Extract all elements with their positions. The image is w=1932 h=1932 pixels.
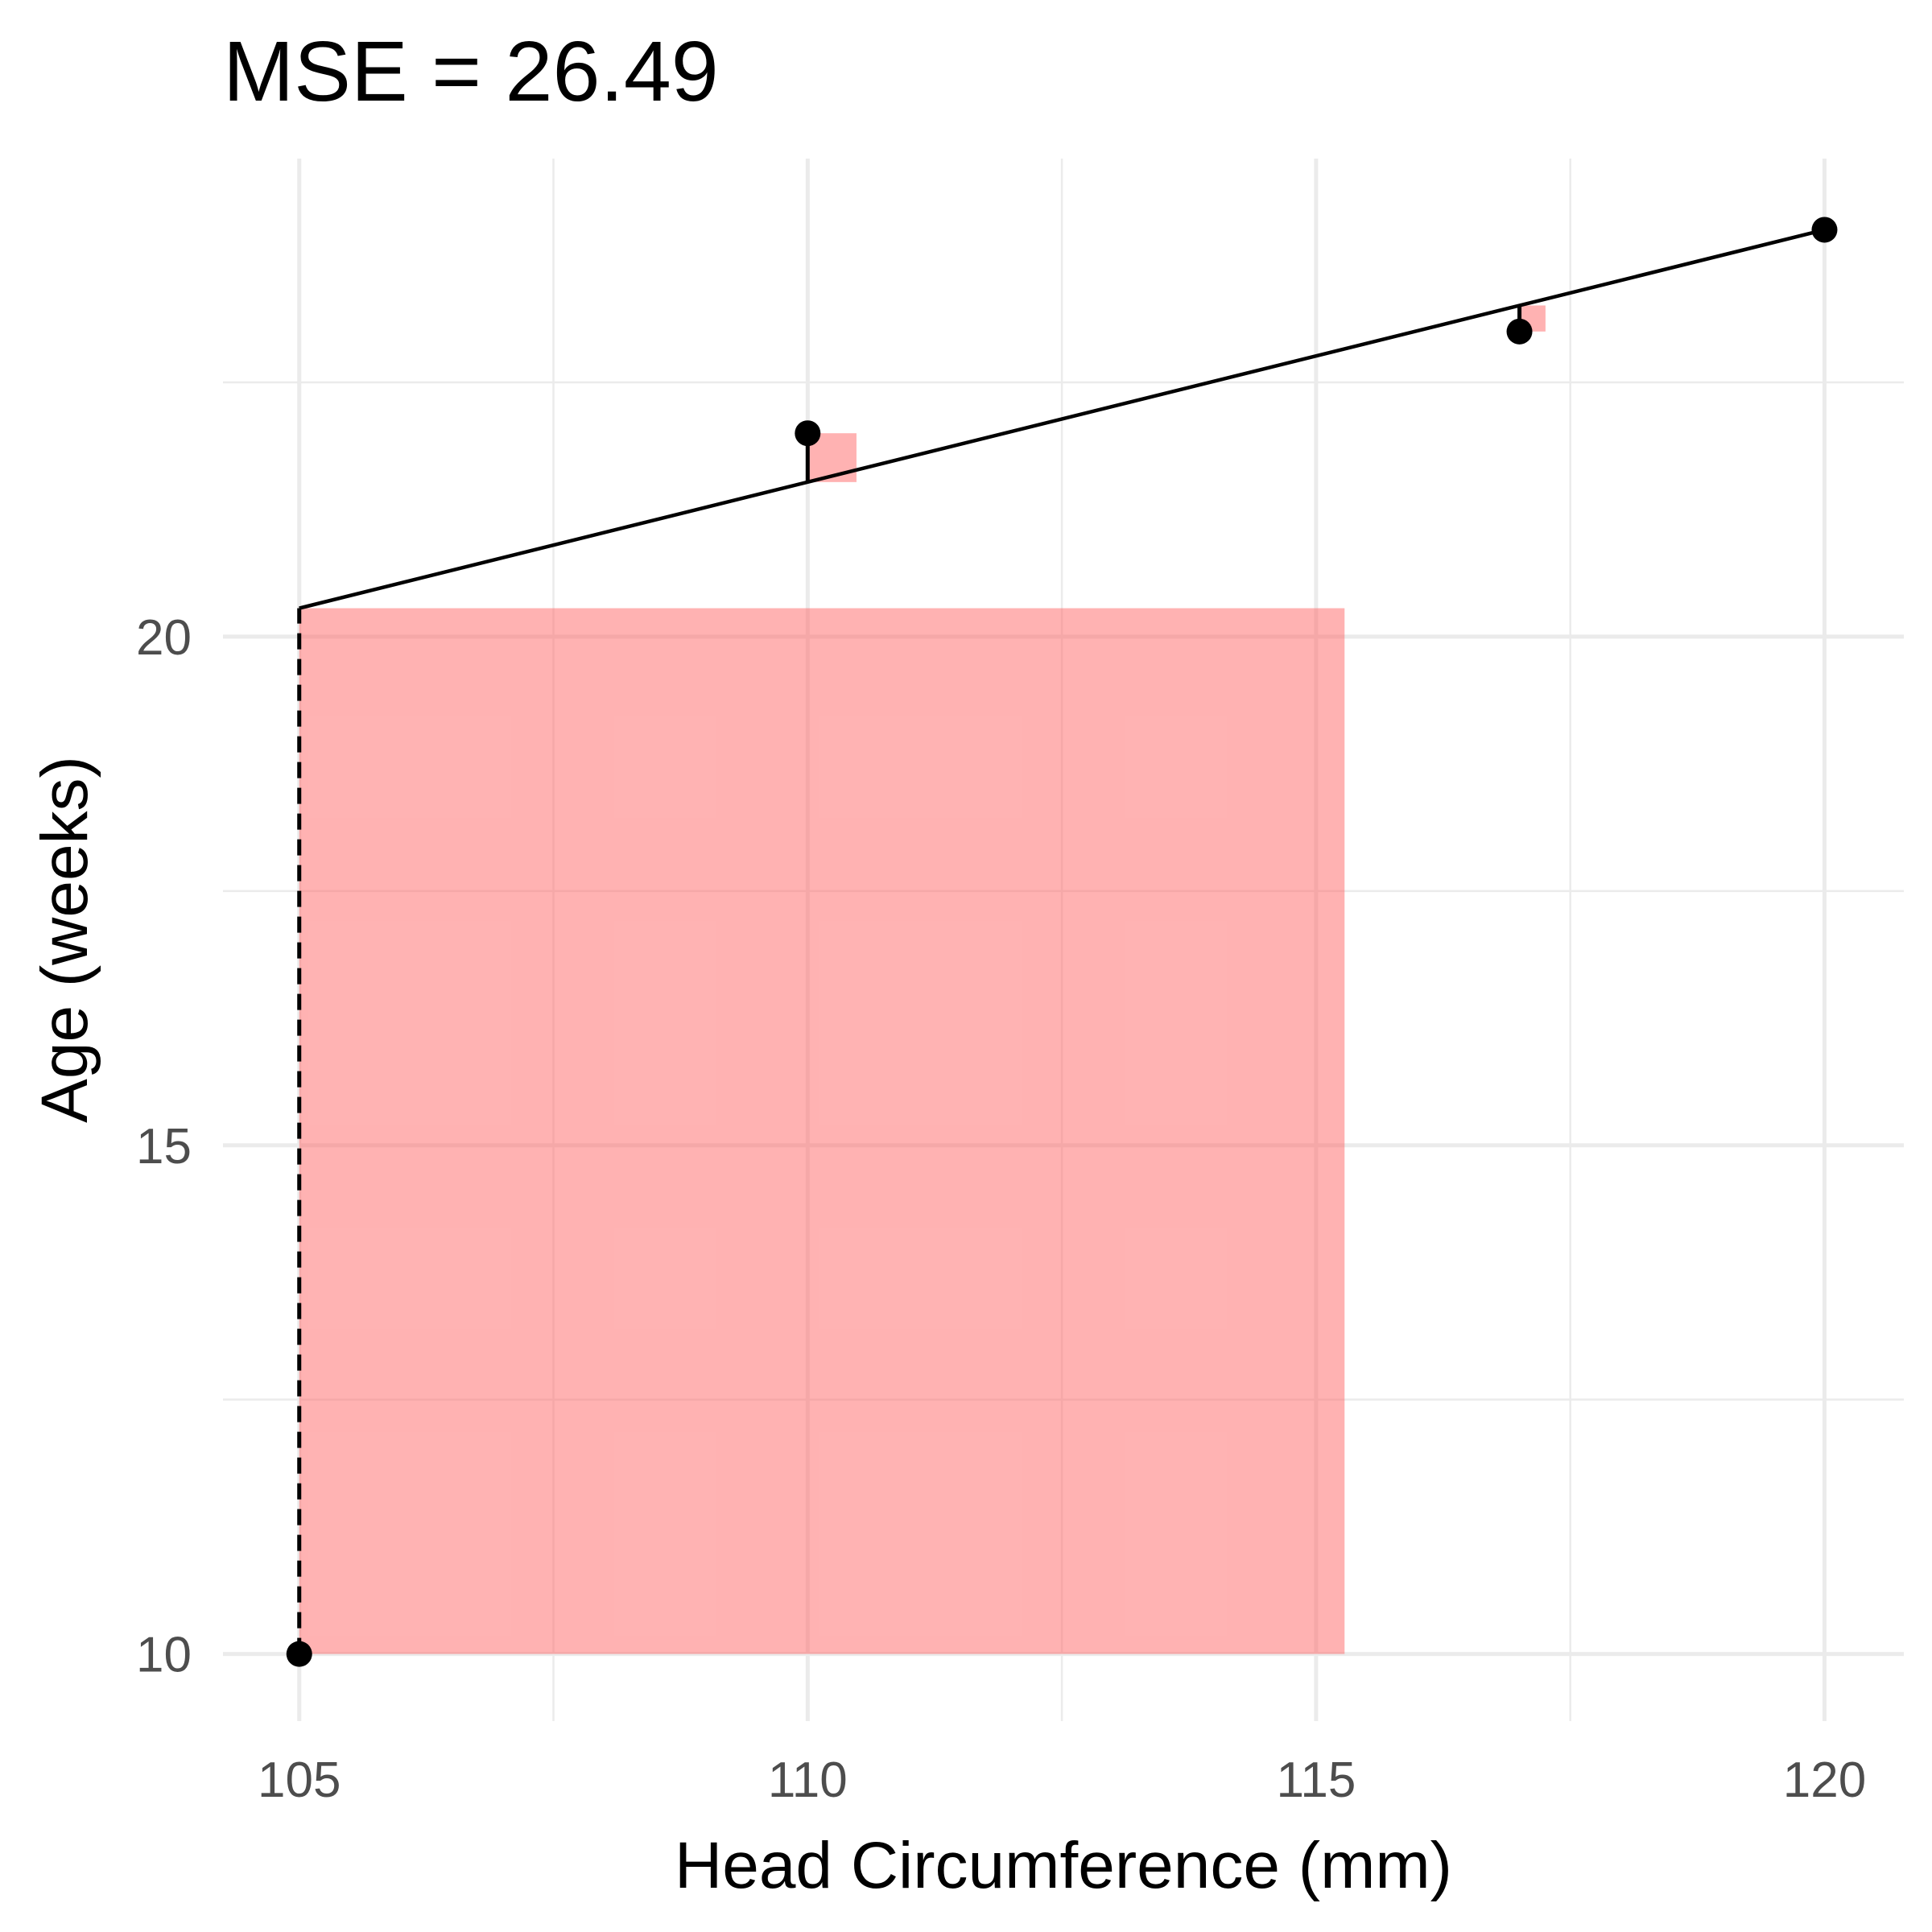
residual-squares <box>299 305 1546 1654</box>
chart-title: MSE = 26.49 <box>223 24 719 119</box>
x-tick-label: 115 <box>1276 1752 1356 1808</box>
data-point <box>1811 217 1838 243</box>
fit-line <box>299 228 1826 610</box>
fit-line-group <box>299 228 1826 610</box>
tick-labels: 105 110 115 120 10 15 20 <box>136 610 1866 1808</box>
points <box>286 217 1838 1667</box>
x-axis-title: Head Circumference (mm) <box>675 1829 1452 1902</box>
data-point <box>795 420 821 447</box>
residual-square <box>299 608 1345 1654</box>
x-tick-label: 120 <box>1783 1752 1866 1808</box>
data-point <box>286 1641 312 1667</box>
y-tick-label: 20 <box>136 610 192 666</box>
y-tick-label: 15 <box>136 1119 192 1174</box>
x-tick-label: 105 <box>258 1752 341 1808</box>
y-tick-label: 10 <box>136 1628 192 1683</box>
x-tick-label: 110 <box>768 1752 848 1808</box>
data-point <box>1506 318 1533 345</box>
y-axis-title: Age (weeks) <box>28 756 101 1123</box>
